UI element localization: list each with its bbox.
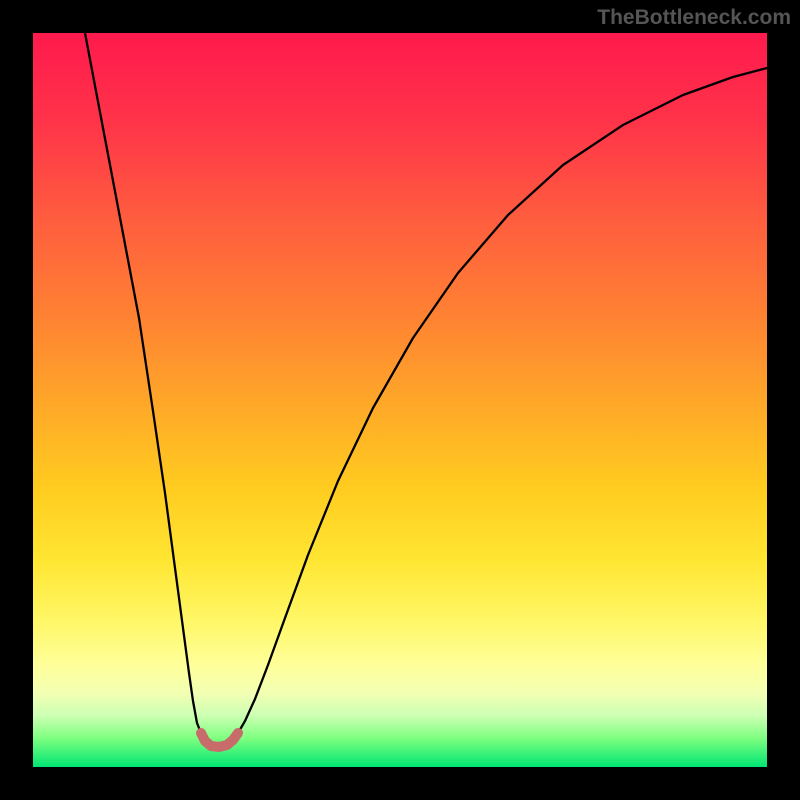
border-right [767,0,800,800]
border-bottom [0,767,800,800]
plot-area [33,33,767,767]
gradient-background [33,33,767,767]
watermark-text: TheBottleneck.com [597,6,791,30]
border-left [0,0,33,800]
chart-canvas: TheBottleneck.com [0,0,800,800]
